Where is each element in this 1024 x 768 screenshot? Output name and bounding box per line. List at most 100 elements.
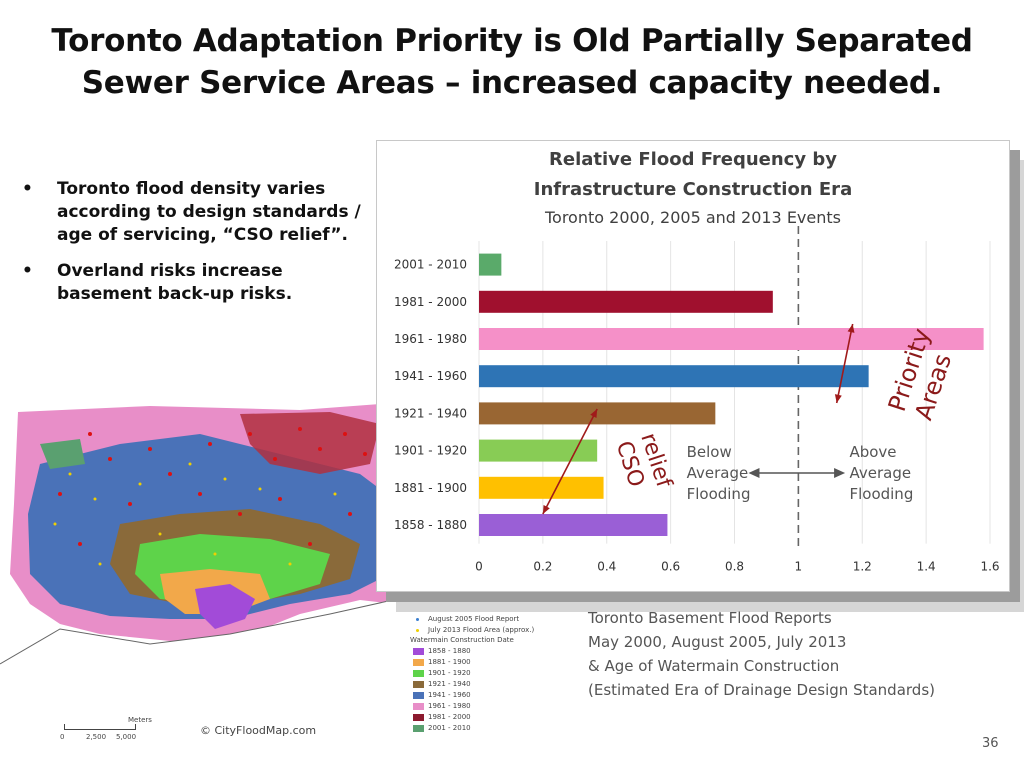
bar-1881-1900 bbox=[479, 476, 604, 499]
bars-layer bbox=[479, 253, 984, 536]
caption-line: & Age of Watermain Construction bbox=[588, 657, 840, 675]
slide-title: Toronto Adaptation Priority is Old Parti… bbox=[0, 20, 1024, 104]
legend-swatch bbox=[413, 681, 424, 688]
caption-line: May 2000, August 2005, July 2013 bbox=[588, 633, 847, 651]
bullet-text: Toronto flood density varies according t… bbox=[57, 179, 361, 245]
x-tick-label: 1.4 bbox=[917, 560, 936, 574]
legend-report-list: May 2000 Flood Report August 2005 Flood R… bbox=[410, 603, 590, 636]
bullet-glyph: • bbox=[22, 261, 33, 281]
legend-era-item: 1921 - 1940 bbox=[410, 679, 590, 690]
legend-dot bbox=[416, 607, 419, 610]
flood-frequency-chart: Relative Flood Frequency by Infrastructu… bbox=[394, 149, 1000, 574]
above-average-label: Average bbox=[849, 464, 911, 482]
x-tick-label: 1 bbox=[795, 560, 803, 574]
legend-era-item: 2001 - 2010 bbox=[410, 723, 590, 734]
map-zone-2001-2010 bbox=[40, 439, 85, 469]
legend-label: 1921 - 1940 bbox=[428, 680, 471, 688]
map-zone-1858-1880 bbox=[195, 584, 255, 629]
legend-era-item: 1961 - 1980 bbox=[410, 701, 590, 712]
bar-1921-1940 bbox=[479, 402, 716, 425]
caption-line: (Estimated Era of Drainage Design Standa… bbox=[588, 681, 935, 699]
x-tick-labels: 0 0.2 0.4 0.6 0.8 1 1.2 1.4 1.6 bbox=[475, 560, 999, 574]
cso-arrow-tail bbox=[590, 409, 598, 418]
legend-label: 1881 - 1900 bbox=[428, 658, 471, 666]
bar-1961-1980 bbox=[479, 328, 984, 350]
legend-report-item: July 2013 Flood Area (approx.) bbox=[410, 625, 590, 636]
category-label: 1981 - 2000 bbox=[394, 295, 467, 309]
cso-arrow-head bbox=[542, 505, 550, 514]
legend-report-item: August 2005 Flood Report bbox=[410, 614, 590, 625]
caption-line: Toronto Basement Flood Reports bbox=[588, 609, 832, 627]
map-legend: Legend May 2000 Flood Report August 2005 … bbox=[410, 592, 590, 762]
bullet-item: • Overland risks increase basement back-u… bbox=[22, 260, 367, 306]
above-average-label: Flooding bbox=[849, 485, 913, 503]
page-number: 36 bbox=[982, 736, 999, 751]
chart-panel: Relative Flood Frequency by Infrastructu… bbox=[376, 140, 1010, 592]
legend-title: Legend bbox=[410, 592, 444, 601]
legend-swatch bbox=[413, 703, 424, 710]
x-tick-label: 0.6 bbox=[661, 560, 680, 574]
legend-label: August 2005 Flood Report bbox=[428, 615, 520, 623]
category-label: 1858 - 1880 bbox=[394, 518, 467, 532]
category-label: 1921 - 1940 bbox=[394, 406, 467, 420]
x-tick-label: 1.6 bbox=[980, 560, 999, 574]
legend-label: May 2000 Flood Report bbox=[428, 604, 510, 612]
legend-label: 1858 - 1880 bbox=[428, 647, 471, 655]
scale-label: Meters bbox=[128, 716, 152, 724]
slide-title-line-1: Toronto Adaptation Priority is Old Parti… bbox=[51, 23, 973, 59]
bar-1858-1880 bbox=[479, 514, 668, 536]
legend-swatch bbox=[413, 648, 424, 655]
legend-dot bbox=[416, 629, 419, 632]
arrow-head-right bbox=[834, 468, 846, 478]
bullet-item: • Toronto flood density varies according … bbox=[22, 178, 367, 247]
x-tick-label: 0.8 bbox=[725, 560, 744, 574]
above-average-label: Above bbox=[849, 443, 896, 461]
copyright-text: © CityFloodMap.com bbox=[200, 724, 317, 737]
map-scale-bar: Meters 0 2,500 5,000 bbox=[60, 716, 160, 746]
bar-1981-2000 bbox=[479, 290, 773, 313]
chart-title-line-1: Relative Flood Frequency by bbox=[549, 149, 837, 170]
below-average-label: Below bbox=[687, 443, 732, 461]
category-label: 1961 - 1980 bbox=[394, 332, 467, 346]
bar-2001-2010 bbox=[479, 253, 502, 276]
bullet-list: • Toronto flood density varies according … bbox=[22, 178, 367, 319]
x-tick-label: 0.2 bbox=[533, 560, 552, 574]
scale-tick-5000: 5,000 bbox=[116, 733, 137, 741]
legend-report-item: May 2000 Flood Report bbox=[410, 603, 590, 614]
chart-title-line-2: Infrastructure Construction Era bbox=[534, 179, 852, 200]
category-label: 1901 - 1920 bbox=[394, 444, 467, 458]
x-tick-label: 0 bbox=[475, 560, 483, 574]
priority-arrow-tail bbox=[847, 324, 855, 333]
legend-era-item: 1941 - 1960 bbox=[410, 690, 590, 701]
category-label: 2001 - 2010 bbox=[394, 258, 467, 272]
legend-label: 1941 - 1960 bbox=[428, 691, 471, 699]
legend-construction-title: Watermain Construction Date bbox=[410, 636, 514, 644]
legend-label: 1981 - 2000 bbox=[428, 713, 471, 721]
below-average-label: Flooding bbox=[687, 485, 751, 503]
legend-swatch bbox=[413, 670, 424, 677]
flood-report-dots bbox=[58, 427, 382, 546]
priority-arrow bbox=[835, 323, 854, 404]
cso-arrow bbox=[542, 408, 598, 515]
bar-1901-1920 bbox=[479, 439, 598, 462]
legend-swatch bbox=[413, 692, 424, 699]
map-caption: Toronto Basement Flood Reports May 2000,… bbox=[588, 606, 988, 702]
category-label: 1941 - 1960 bbox=[394, 369, 467, 383]
scale-tick-2500: 2,500 bbox=[86, 733, 107, 741]
legend-era-list: 1858 - 1880 1881 - 1900 1901 - 1920 1921 - … bbox=[410, 646, 590, 734]
flood-2013-dots bbox=[53, 462, 337, 566]
x-tick-label: 1.2 bbox=[853, 560, 872, 574]
x-tick-label: 0.4 bbox=[597, 560, 616, 574]
legend-era-item: 1901 - 1920 bbox=[410, 668, 590, 679]
legend-dot bbox=[416, 618, 419, 621]
legend-era-item: 1881 - 1900 bbox=[410, 657, 590, 668]
legend-label: July 2013 Flood Area (approx.) bbox=[428, 626, 535, 634]
legend-label: 1901 - 1920 bbox=[428, 669, 471, 677]
category-label: 1881 - 1900 bbox=[394, 481, 467, 495]
category-labels: 2001 - 2010 1981 - 2000 1961 - 1980 1941 - … bbox=[394, 258, 467, 532]
priority-arrow-head bbox=[834, 394, 842, 403]
below-average-label: Average bbox=[687, 464, 749, 482]
legend-era-item: 1981 - 2000 bbox=[410, 712, 590, 723]
legend-label: 2001 - 2010 bbox=[428, 724, 471, 732]
bar-1941-1960 bbox=[479, 365, 869, 388]
